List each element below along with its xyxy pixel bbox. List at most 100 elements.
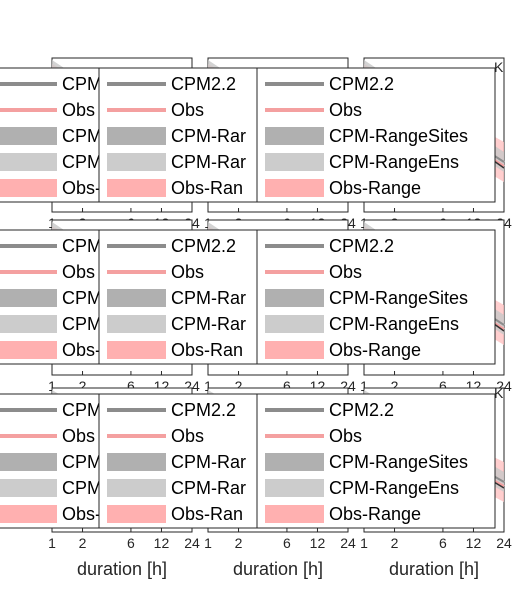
edge-k-label: K (494, 59, 504, 75)
legend-patch-swatch (0, 289, 57, 307)
legend-patch-swatch (0, 341, 57, 359)
legend-label: CPM-Rar (171, 126, 246, 146)
legend-label: CPM-Ra (62, 152, 132, 172)
legend-label: Obs-Ran (171, 340, 243, 360)
x-tick-label: 24 (184, 535, 200, 551)
legend-r3-c1: CPM2.2 Obs CPM-Ra CPM-Ra Obs-Rar (0, 393, 132, 529)
legend-patch-swatch (107, 341, 166, 359)
legend-label: CPM2.2 (329, 74, 394, 94)
legend-label: CPM-Rar (171, 452, 246, 472)
legend-label: CPM2.2 (329, 236, 394, 256)
legend-label: Obs (329, 262, 362, 282)
legend-patch-swatch (107, 479, 166, 497)
legend-r2-c1: CPM2.2 Obs CPM-Ra CPM-Ra Obs-Rar (0, 229, 132, 365)
legend-label: Obs (329, 426, 362, 446)
legend-label: CPM2.2 (171, 236, 236, 256)
legend-label: CPM-Ra (62, 288, 132, 308)
legend-label: CPM-Ra (62, 452, 132, 472)
x-tick-label: 2 (235, 378, 243, 394)
legend-label: CPM-Rar (171, 152, 246, 172)
legend-label: Obs (171, 100, 204, 120)
legend-label: CPM-RangeSites (329, 288, 468, 308)
legend-label: CPM-RangeSites (329, 126, 468, 146)
legend-label: CPM-Ra (62, 478, 132, 498)
legend-label: CPM2.2 (62, 400, 127, 420)
legend-label: CPM2.2 (329, 400, 394, 420)
legend-label: CPM-Ra (62, 314, 132, 334)
legend-label: CPM2.2 (62, 74, 127, 94)
legend-patch-swatch (265, 505, 324, 523)
legend-label: Obs-Rar (62, 504, 130, 524)
x-tick-label: 1 (360, 535, 368, 551)
x-tick-label: 2 (235, 535, 243, 551)
x-axis-label: duration [h] (77, 559, 167, 579)
x-tick-label: 6 (283, 378, 291, 394)
legend-patch-swatch (0, 127, 57, 145)
legend-r2-c3: CPM2.2 Obs CPM-RangeSites CPM-RangeEns Obs-R… (256, 229, 496, 365)
legend-label: Obs-Ran (171, 178, 243, 198)
legend-patch-swatch (107, 179, 166, 197)
x-tick-label: 1 (204, 535, 212, 551)
x-tick-label: 12 (310, 535, 326, 551)
legend-label: Obs-Range (329, 504, 421, 524)
legend-patch-swatch (107, 453, 166, 471)
legend-patch-swatch (107, 315, 166, 333)
legend-patch-swatch (265, 453, 324, 471)
x-tick-label: 6 (439, 535, 447, 551)
legend-label: Obs-Range (329, 340, 421, 360)
legend-patch-swatch (265, 289, 324, 307)
legend-patch-swatch (107, 289, 166, 307)
legend-label: Obs-Rar (62, 340, 130, 360)
x-tick-label: 6 (439, 378, 447, 394)
legend-patch-swatch (265, 153, 324, 171)
legend-patch-swatch (107, 127, 166, 145)
legend-label: CPM-Rar (171, 314, 246, 334)
legend-label: Obs-Rar (62, 178, 130, 198)
legend-patch-swatch (107, 505, 166, 523)
x-tick-label: 2 (391, 535, 399, 551)
legend-label: CPM-RangeSites (329, 452, 468, 472)
legend-patch-swatch (265, 479, 324, 497)
legend-label: CPM-Rar (171, 478, 246, 498)
legend-r3-c3: CPM2.2 Obs CPM-RangeSites CPM-RangeEns Obs-R… (256, 393, 496, 529)
legend-patch-swatch (0, 153, 57, 171)
legend-r3-c2: CPM2.2 Obs CPM-Rar CPM-Rar Obs-Ran (98, 393, 258, 529)
legend-label: Obs (171, 262, 204, 282)
legend-label: Obs (62, 426, 95, 446)
legend-label: Obs (171, 426, 204, 446)
x-tick-label: 24 (496, 535, 512, 551)
x-axis-label: duration [h] (233, 559, 323, 579)
legend-label: Obs (62, 100, 95, 120)
legend-label: Obs-Ran (171, 504, 243, 524)
x-tick-label: 6 (283, 535, 291, 551)
legend-r1-c3: CPM2.2 Obs CPM-RangeSites CPM-RangeEns Obs-R… (256, 67, 496, 203)
legend-patch-swatch (265, 179, 324, 197)
legend-r2-c2: CPM2.2 Obs CPM-Rar CPM-Rar Obs-Ran (98, 229, 258, 365)
legend-patch-swatch (0, 453, 57, 471)
legend-patch-swatch (265, 315, 324, 333)
legend-label: CPM-Ra (62, 126, 132, 146)
legend-patch-swatch (0, 479, 57, 497)
legend-r1-c2: CPM2.2 Obs CPM-Rar CPM-Rar Obs-Ran (98, 67, 258, 203)
legend-label: CPM-RangeEns (329, 314, 459, 334)
legend-patch-swatch (265, 127, 324, 145)
legend-label: CPM2.2 (171, 74, 236, 94)
x-tick-label: 24 (340, 535, 356, 551)
legend-label: Obs (329, 100, 362, 120)
legend-label: CPM-RangeEns (329, 152, 459, 172)
legend-label: Obs-Range (329, 178, 421, 198)
legend-patch-swatch (0, 505, 57, 523)
x-tick-label: 6 (127, 535, 135, 551)
legend-patch-swatch (265, 341, 324, 359)
x-tick-label: 12 (154, 535, 170, 551)
legend-r1-c1: CPM2.2 Obs CPM-Ra CPM-Ra Obs-Rar (0, 67, 132, 203)
legend-label: CPM2.2 (171, 400, 236, 420)
x-tick-label: 2 (391, 378, 399, 394)
legend-label: Obs (62, 262, 95, 282)
x-tick-label: 6 (127, 378, 135, 394)
legend-label: CPM-RangeEns (329, 478, 459, 498)
x-tick-label: 12 (466, 535, 482, 551)
legend-label: CPM-Rar (171, 288, 246, 308)
x-tick-label: 1 (204, 378, 212, 394)
